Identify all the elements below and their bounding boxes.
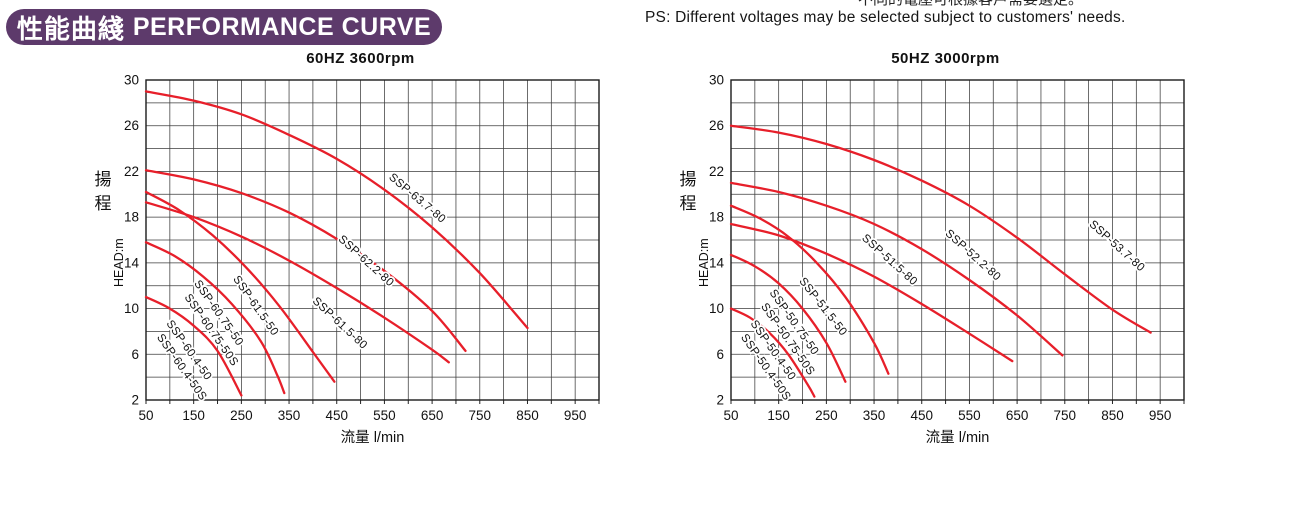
- performance-chart-60hz: 60HZ 3600rpm 30 26 22 18 14 10 6 2 50 150 250 350 450…: [65, 45, 645, 475]
- curve-SSP-51.5-80: [729, 222, 1014, 363]
- chart-50hz-svg: 50HZ 3000rpm 30 26 22 18 14 10 6 250 150 250 350 450…: [680, 50, 1185, 446]
- curve-SSP-52.2-80: [729, 181, 1064, 357]
- svg-text:揚: 揚: [680, 170, 697, 189]
- svg-text:750: 750: [469, 408, 492, 423]
- svg-text:750: 750: [1054, 408, 1077, 423]
- curve-SSP-51.5-50: [729, 204, 890, 375]
- x-axis-tick-labels: 50 150 250 350 450 550 650 750 850 950: [138, 408, 586, 423]
- curve-label: SSP-53.7-80: [1087, 218, 1147, 274]
- y-axis-label-chinese: 揚程: [680, 170, 697, 213]
- svg-text:10: 10: [124, 301, 139, 316]
- svg-text:550: 550: [373, 408, 396, 423]
- clipped-chinese-note: 不同的電壓可根據客戶需要選定。: [858, 0, 1298, 9]
- svg-text:10: 10: [709, 301, 724, 316]
- svg-text:2: 2: [131, 393, 139, 408]
- svg-text:揚: 揚: [95, 170, 112, 189]
- svg-text:450: 450: [325, 408, 348, 423]
- svg-text:6: 6: [131, 347, 139, 362]
- curve-SSP-61.5-80: [144, 201, 450, 364]
- chart-title: 50HZ 3000rpm: [891, 50, 1000, 67]
- y-axis-tick-labels: 30 26 22 18 14 10 6 2: [124, 73, 140, 408]
- curve-SSP-53.7-80: [729, 124, 1152, 334]
- svg-text:22: 22: [709, 164, 724, 179]
- y-axis-label-chinese: 揚程: [95, 170, 112, 213]
- curve-label: SSP-52.2-80: [943, 228, 1003, 284]
- svg-text:18: 18: [124, 210, 139, 225]
- svg-text:350: 350: [278, 408, 301, 423]
- svg-text:30: 30: [709, 73, 724, 88]
- ps-voltage-note: PS: Different voltages may be selected s…: [645, 9, 1126, 26]
- svg-text:550: 550: [958, 408, 981, 423]
- curve-SSP-60.75-50_SSP-60.75-50S: [144, 241, 286, 395]
- y-axis-tick-labels: 30 26 22 18 14 10 6 2: [709, 73, 725, 408]
- y-axis-label-head-m: HEAD:m: [112, 238, 126, 287]
- svg-text:950: 950: [1149, 408, 1172, 423]
- svg-text:程: 程: [680, 194, 697, 213]
- badge-title-english: PERFORMANCE CURVE: [132, 12, 432, 41]
- curve-label: SSP-62.2-80: [336, 233, 396, 289]
- svg-text:26: 26: [709, 118, 724, 133]
- chart-title: 60HZ 3600rpm: [306, 50, 415, 67]
- grid: [145, 79, 600, 401]
- svg-text:350: 350: [863, 408, 886, 423]
- chart-60hz-svg: 60HZ 3600rpm 30 26 22 18 14 10 6 250 150 250 350 450…: [95, 50, 600, 446]
- curve-label: SSP-51.5-80: [859, 232, 919, 288]
- svg-text:250: 250: [815, 408, 838, 423]
- svg-text:2: 2: [716, 393, 724, 408]
- svg-text:50: 50: [138, 408, 153, 423]
- x-axis-label-flow: 流量 l/min: [341, 429, 405, 446]
- svg-text:850: 850: [516, 408, 539, 423]
- svg-text:150: 150: [767, 408, 790, 423]
- svg-text:50: 50: [723, 408, 738, 423]
- svg-text:14: 14: [709, 255, 725, 270]
- svg-text:18: 18: [709, 210, 724, 225]
- svg-text:6: 6: [716, 347, 724, 362]
- svg-text:14: 14: [124, 255, 140, 270]
- svg-text:450: 450: [910, 408, 933, 423]
- x-axis-tick-labels: 50 150 250 350 450 550 650 750 850 950: [723, 408, 1171, 423]
- curve-label: SSP-61.5-50: [230, 274, 280, 338]
- svg-text:950: 950: [564, 408, 587, 423]
- badge-title-chinese: 性能曲綫: [16, 13, 125, 44]
- x-axis-label-flow: 流量 l/min: [926, 429, 990, 446]
- curve-SSP-50.75-50_SSP-50.75-50S: [729, 253, 847, 383]
- plot-frame: [730, 79, 1185, 401]
- svg-text:250: 250: [230, 408, 253, 423]
- y-axis-label-head-m: HEAD:m: [697, 238, 711, 287]
- curve-SSP-60.4-50_SSP-60.4-50S: [144, 295, 243, 397]
- svg-text:850: 850: [1101, 408, 1124, 423]
- svg-text:30: 30: [124, 73, 139, 88]
- svg-text:22: 22: [124, 164, 139, 179]
- svg-text:程: 程: [95, 194, 112, 213]
- curve-SSP-50.4-50_SSP-50.4-50S: [729, 307, 816, 398]
- curve-SSP-62.2-80: [144, 169, 467, 353]
- curve-SSP-61.5-50: [144, 190, 336, 383]
- performance-chart-50hz: 50HZ 3000rpm 30 26 22 18 14 10 6 2 50 150 250 350 450…: [650, 45, 1230, 475]
- curve-SSP-63.7-80: [144, 90, 529, 330]
- svg-text:150: 150: [182, 408, 205, 423]
- svg-text:650: 650: [1006, 408, 1029, 423]
- plot-frame: [145, 79, 600, 401]
- svg-text:26: 26: [124, 118, 139, 133]
- performance-curve-badge: 性能曲綫 PERFORMANCE CURVE: [6, 9, 442, 45]
- svg-text:650: 650: [421, 408, 444, 423]
